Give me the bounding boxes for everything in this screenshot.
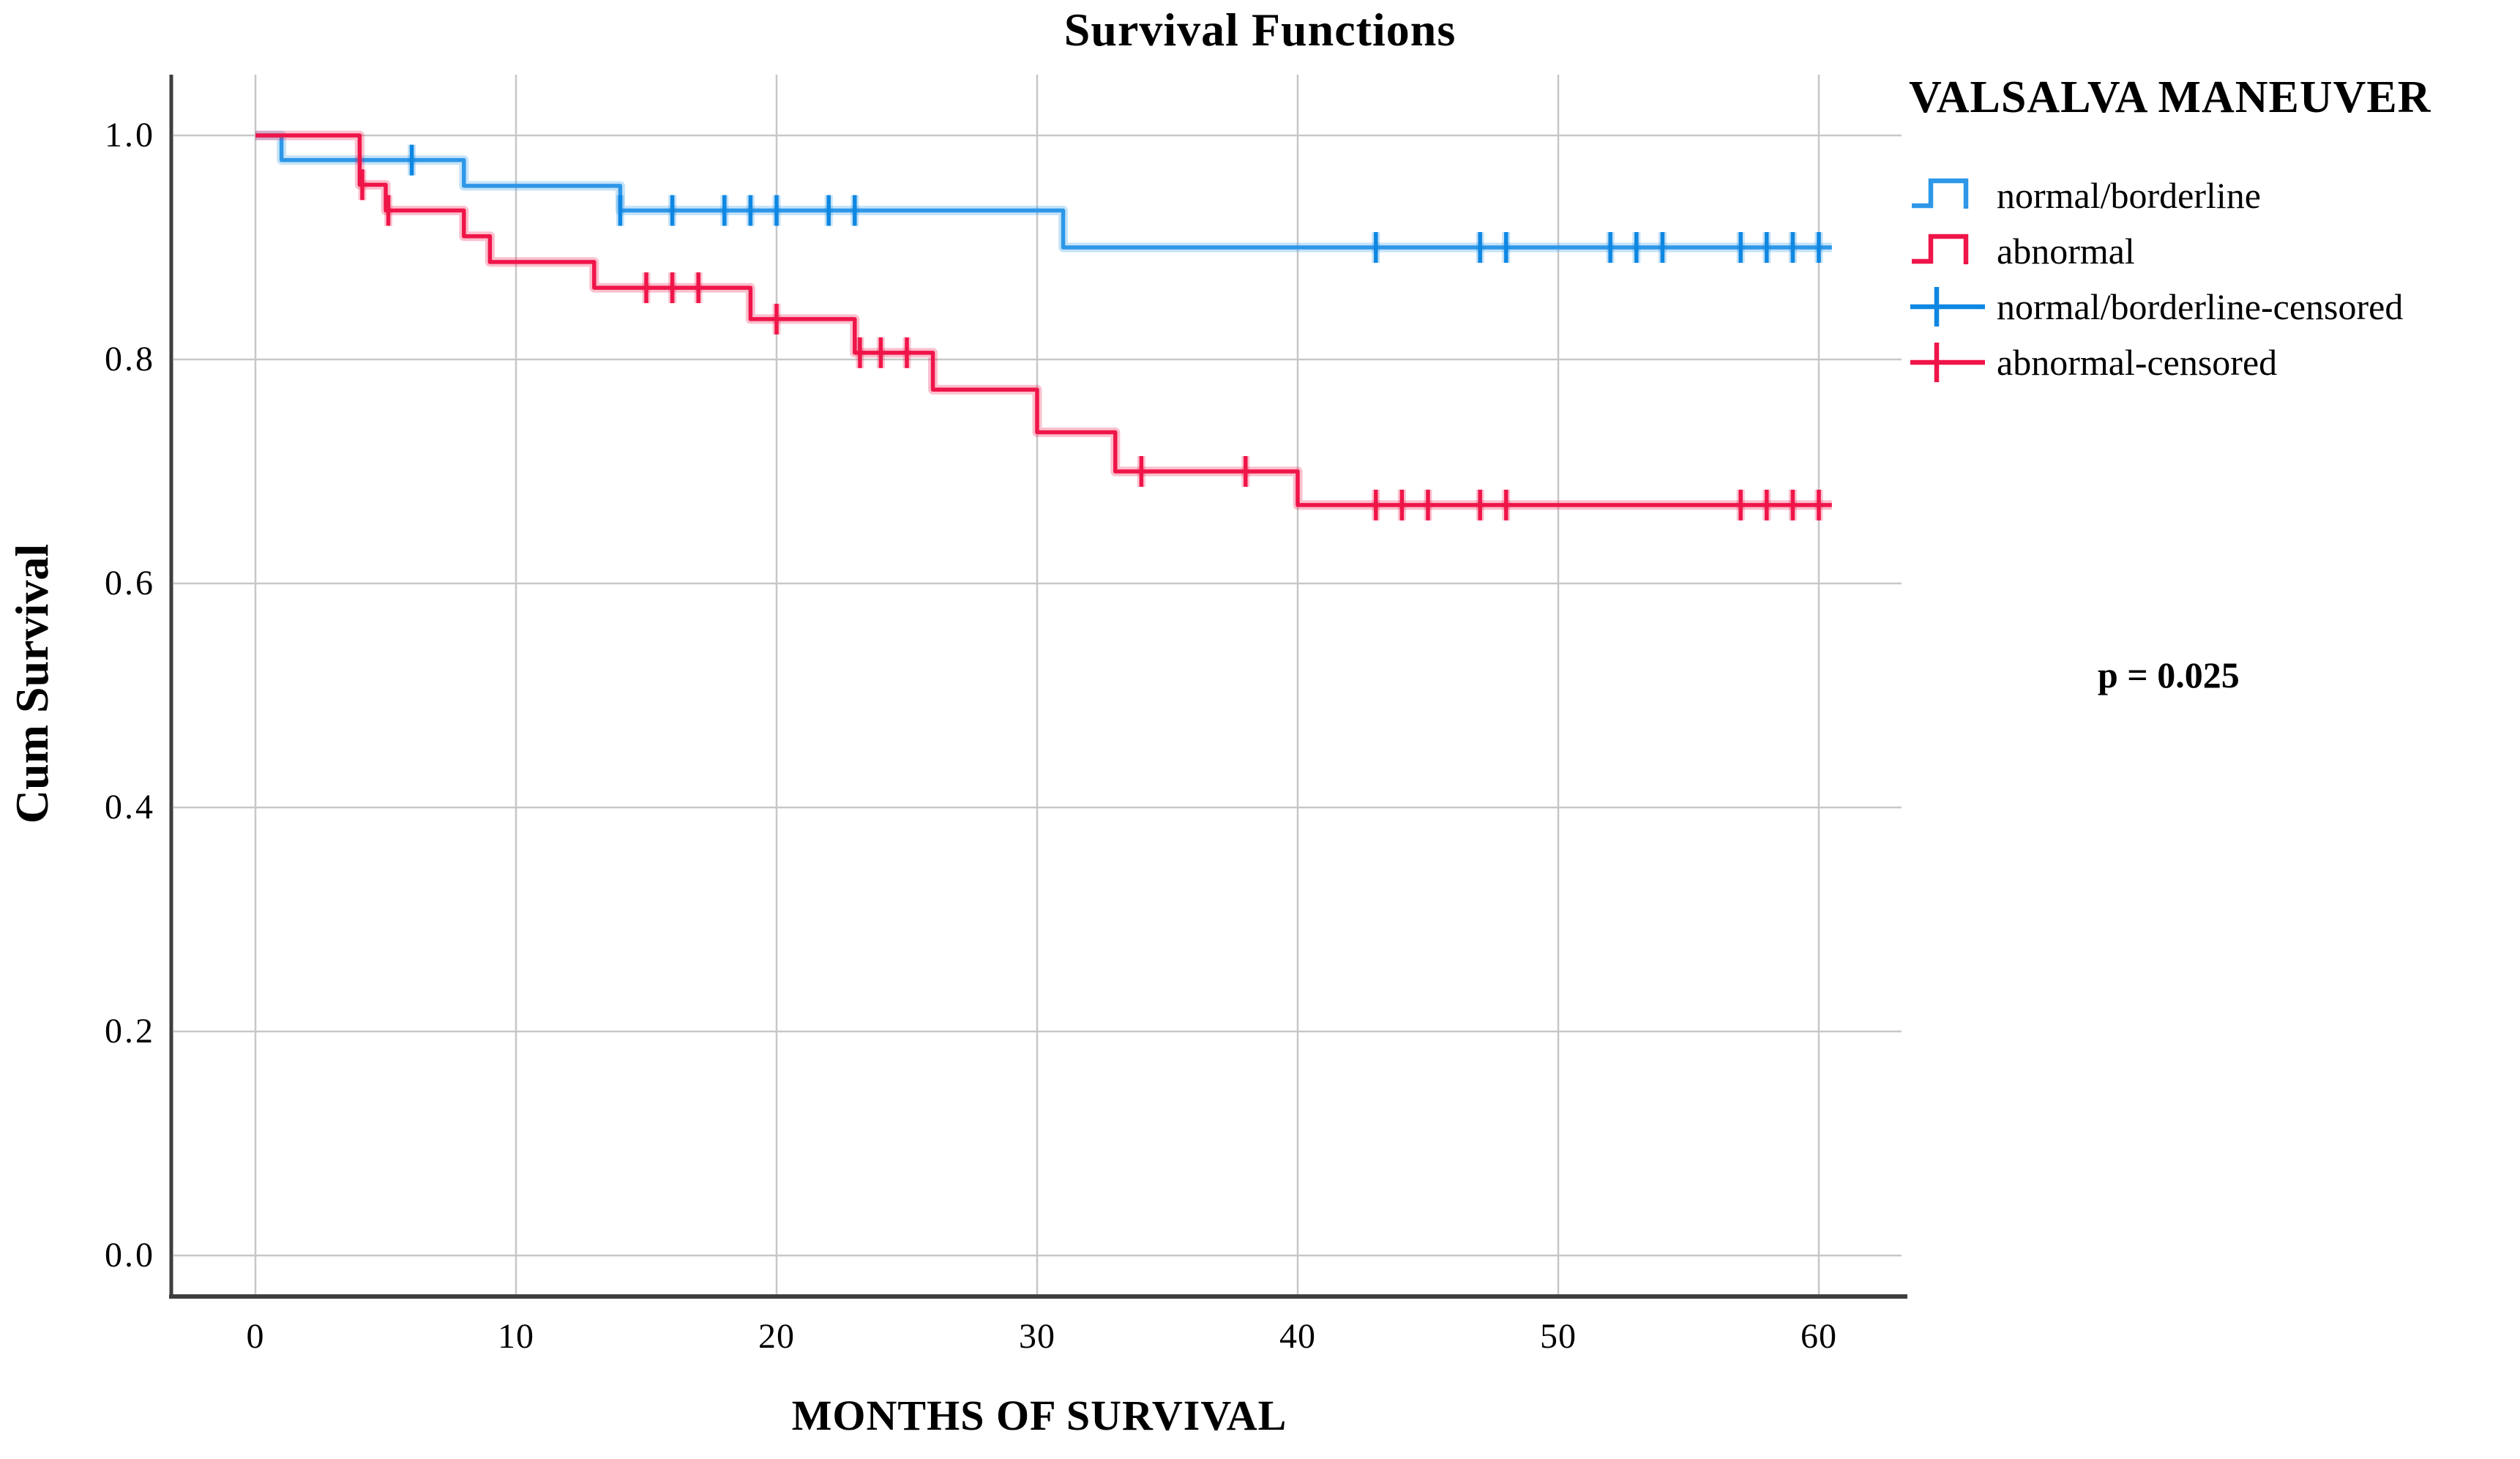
legend-item: normal/borderline [1909,168,2520,223]
chart-title: Survival Functions [1063,4,1457,56]
survival-curve-halo [255,130,1832,253]
legend-censored-cross-icon [1910,343,1985,382]
legend-item-label: abnormal [1997,231,2135,272]
y-axis-title: Cum Survival [6,543,58,824]
x-tick-label: 40 [1279,1317,1316,1356]
x-tick-label: 50 [1540,1317,1577,1356]
x-tick-label: 30 [1019,1317,1055,1356]
legend-step-line-icon [1912,178,1969,209]
legend-item-label: abnormal-censored [1997,342,2278,383]
step-line-glyph [1912,234,1969,264]
legend-item: normal/borderline-censored [1909,279,2520,335]
legend-censored-cross-icon [1910,287,1985,326]
x-tick-label: 60 [1801,1317,1837,1356]
y-tick-label: 0.2 [105,1012,155,1051]
x-tick-label: 20 [758,1317,795,1356]
legend-items: normal/borderline abnormal normal/borderli… [1909,168,2520,390]
survival-curve [255,133,1832,250]
legend-step-line-icon [1912,234,1969,264]
y-tick-label: 0.4 [105,788,155,826]
legend: VALSALVA MANEUVER normal/borderline abnor… [1909,72,2520,390]
p-value-annotation: p = 0.025 [2098,654,2240,695]
y-tick-label: 0.6 [105,564,155,602]
legend-item: abnormal [1909,223,2520,279]
legend-title: VALSALVA MANEUVER [1909,72,2431,122]
x-tick-label: 10 [498,1317,534,1356]
x-tick-label: 0 [246,1317,265,1356]
step-line-glyph [1912,178,1969,209]
survival-curve [255,133,1832,507]
y-tick-label: 0.0 [105,1236,155,1275]
legend-item-label: normal/borderline-censored [1997,286,2404,327]
y-tick-label: 1.0 [105,116,155,154]
x-axis-title: MONTHS OF SURVIVAL [791,1392,1287,1439]
survival-curve-halo [255,130,1832,510]
legend-item: abnormal-censored [1909,335,2520,390]
y-tick-label: 0.8 [105,340,155,378]
legend-item-label: normal/borderline [1997,175,2261,216]
